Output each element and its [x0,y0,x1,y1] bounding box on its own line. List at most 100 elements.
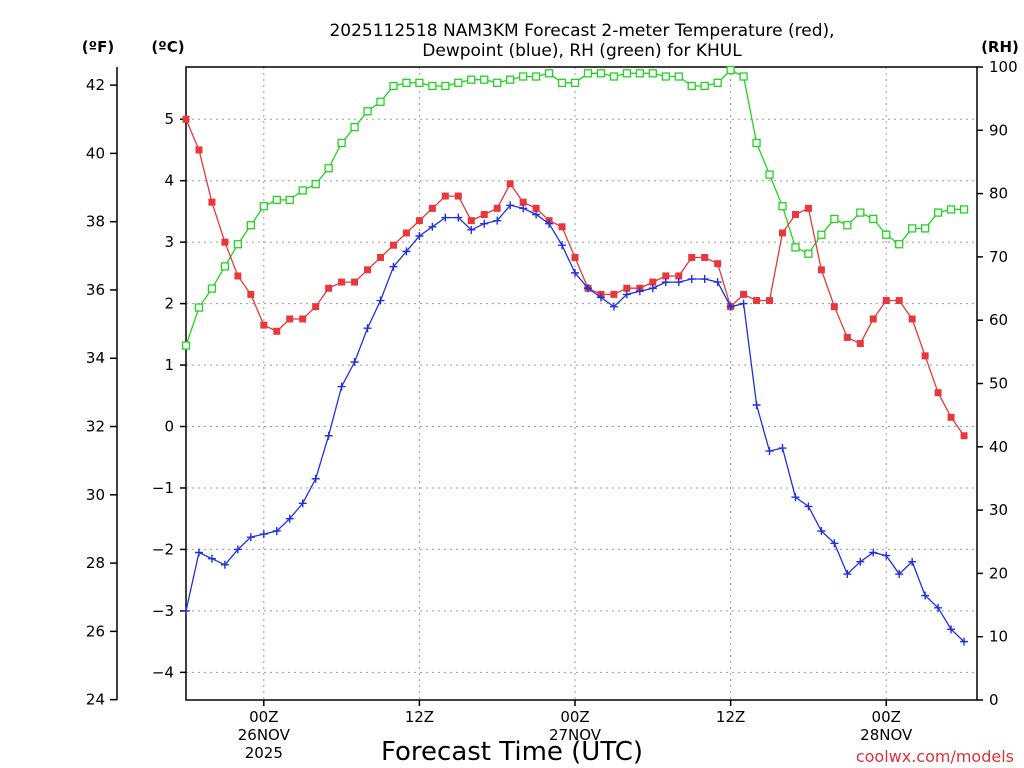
chart-title-line1: 2025112518 NAM3KM Forecast 2-meter Tempe… [329,21,834,41]
2-meter-temperature-point [921,352,929,360]
celsius-tick-label: −2 [152,540,174,558]
rh-point [895,240,904,249]
2-meter-temperature-point [791,210,799,218]
2-meter-temperature-point [882,297,890,305]
dewpoint-point [609,302,618,311]
2-meter-temperature-point [843,333,851,341]
rh-tick-label: 90 [989,121,1008,139]
2-meter-temperature-point [532,204,540,212]
dewpoint-point [934,603,943,612]
rh-point [933,208,943,217]
2-meter-temperature-point [908,315,916,323]
rh-point [946,205,956,214]
dewpoint-point [856,557,865,566]
dewpoint-point [402,247,411,256]
rh-point [544,69,554,78]
rh-point [700,81,709,91]
rh-point [194,303,204,312]
time-tick-label: 00Z [872,708,901,726]
2-meter-temperature-point [182,115,190,123]
dewpoint-point [285,514,294,523]
rh-point [791,243,800,252]
2-meter-temperature-point [558,223,566,231]
dewpoint-point [298,499,307,508]
dewpoint-point [389,262,398,271]
dewpoint-point [843,570,852,579]
rh-point [752,138,761,148]
rh-point [830,214,839,224]
rh-point [869,214,878,224]
rh-point [778,202,787,211]
dewpoint-point [661,278,670,287]
rh-point [350,122,359,132]
dewpoint-point [454,213,463,222]
rh-point [376,97,385,106]
rh-point [765,170,774,179]
2-meter-temperature-point [377,254,385,262]
dewpoint-point [182,606,190,615]
rh-point [207,284,217,293]
2-meter-temperature-point [856,340,864,348]
rh-point [298,186,307,195]
dewpoint-point [441,213,450,222]
plot-series [181,66,969,646]
2-meter-temperature-point [960,432,968,440]
dewpoint-point [194,548,203,557]
dewpoint-point [739,299,748,308]
credit-text: coolwx.com/models [856,747,1014,766]
fahrenheit-tick-label: 24 [86,691,105,709]
rh-point [518,72,528,81]
rh-point [920,224,930,233]
2-meter-temperature-point [571,254,579,262]
dewpoint-point [220,560,229,569]
dewpoint-point [363,324,372,333]
2-meter-temperature-point [506,180,514,188]
time-tick-label: 26NOV [238,726,291,744]
rh-point [583,69,593,78]
dewpoint-point [272,526,281,535]
dewpoint-point [882,551,891,560]
dewpoint-point [246,533,255,542]
2-meter-temperature-point [662,272,670,280]
rh-point [570,78,580,87]
2-meter-temperature-point [312,303,320,311]
2-meter-temperature-point [753,297,761,305]
2-meter-temperature-point [338,278,346,286]
celsius-tick-label: 3 [164,233,174,251]
rh-point [856,208,865,217]
rh-point [454,78,463,87]
2-meter-temperature-point [260,321,268,329]
fahrenheit-tick-label: 36 [86,281,105,299]
rh-point [661,72,670,81]
rh-point [493,78,502,87]
x-axis-label: Forecast Time (UTC) [381,737,643,767]
dewpoint-point [635,287,644,296]
celsius-unit-label: (ºC) [151,38,184,56]
rh-point [726,66,735,75]
dewpoint-point [532,210,541,219]
time-tick-label: 2025 [245,744,283,762]
dewpoint-point [817,526,826,535]
2-meter-temperature-point [947,413,955,421]
2-meter-temperature-point [804,204,812,212]
2-meter-temperature-point [415,217,423,225]
celsius-tick-label: −1 [152,479,174,497]
dewpoint-point [233,545,242,554]
2-meter-temperature-point [364,266,372,274]
2-meter-temperature-point [208,198,216,206]
time-tick-label: 00Z [560,708,589,726]
2-meter-temperature-point [623,284,631,292]
celsius-tick-label: 4 [164,172,174,190]
rh-point [882,230,891,239]
2-meter-temperature-point [675,272,683,280]
2-meter-temperature-point [389,241,397,249]
rh-point [363,107,372,116]
rh-tick-label: 10 [989,628,1008,646]
dewpoint-point [259,530,268,539]
rh-point [402,78,411,87]
rh-point [415,78,424,87]
rh-point [713,78,722,87]
2-meter-temperature-point [234,272,242,280]
